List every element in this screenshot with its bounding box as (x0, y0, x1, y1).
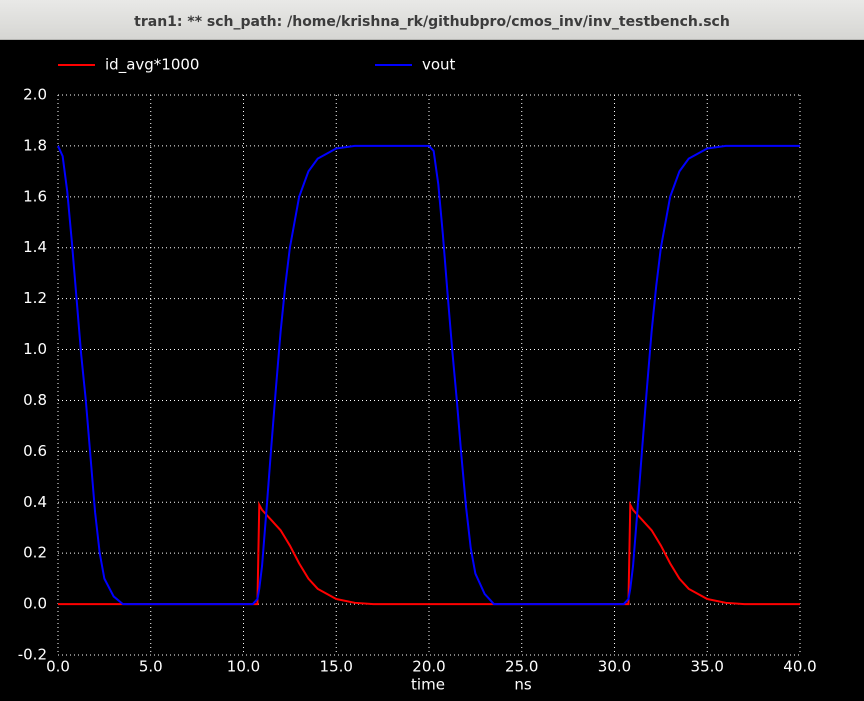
y-tick-label: 2.0 (23, 86, 47, 104)
y-tick-label: 1.2 (23, 289, 47, 307)
chart: time ns -0.20.00.20.40.60.81.01.21.41.61… (18, 56, 817, 694)
x-tick-label: 10.0 (227, 658, 260, 676)
x-tick-label: 0.0 (46, 658, 70, 676)
y-tick-label: -0.2 (18, 646, 47, 664)
y-tick-label: 0.8 (23, 391, 47, 409)
series-line (58, 501, 800, 606)
x-tick-label: 5.0 (139, 658, 163, 676)
series-line (57, 144, 800, 606)
x-tick-label: 20.0 (412, 658, 445, 676)
y-tick-label: 0.4 (23, 493, 47, 511)
x-tick-label: 30.0 (598, 658, 631, 676)
y-tick-label: 0.0 (23, 595, 47, 613)
y-tick-label: 1.4 (23, 238, 47, 256)
y-tick-label: 1.0 (23, 340, 47, 358)
legend-label: id_avg*1000 (105, 56, 199, 75)
x-tick-label: 35.0 (691, 658, 724, 676)
legend-label: vout (422, 56, 456, 74)
x-tick-label: 25.0 (505, 658, 538, 676)
x-tick-label: 40.0 (783, 658, 816, 676)
x-axis-label: time (411, 676, 445, 694)
y-tick-label: 0.2 (23, 544, 47, 562)
x-axis-unit: ns (514, 676, 532, 694)
x-tick-label: 15.0 (320, 658, 353, 676)
y-tick-label: 1.6 (23, 187, 47, 205)
y-tick-label: 1.8 (23, 136, 47, 154)
y-tick-label: 0.6 (23, 442, 47, 460)
window-title: tran1: ** sch_path: /home/krishna_rk/git… (0, 0, 864, 40)
